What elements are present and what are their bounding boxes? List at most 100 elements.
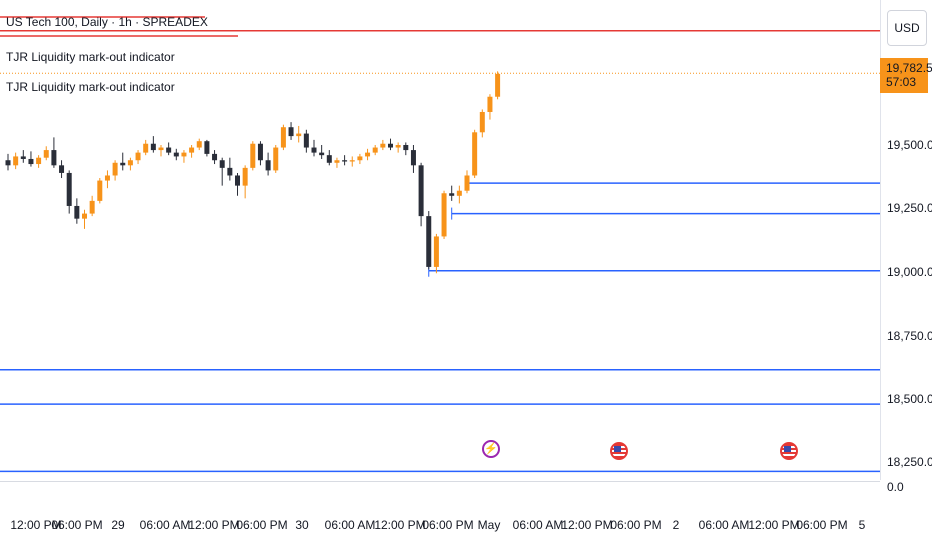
candle-up xyxy=(273,147,279,171)
candle-down xyxy=(418,165,424,217)
candle-down xyxy=(388,143,393,148)
price-tick-label: 18,750.0 xyxy=(887,329,932,343)
candle-up xyxy=(456,190,462,196)
candle-down xyxy=(5,160,11,166)
price-tick-label: 0.0 xyxy=(887,480,904,494)
candle-down xyxy=(227,167,233,176)
candle-up xyxy=(104,175,110,181)
candle-up xyxy=(334,160,340,163)
time-tick-label: 12:00 PM xyxy=(374,518,426,532)
last-price-tag: 19,782.5 57:03 xyxy=(880,58,932,93)
candle-down xyxy=(265,160,271,171)
time-tick-label: 06:00 AM xyxy=(139,518,191,532)
time-tick-label: 12:00 PM xyxy=(10,518,62,532)
us-flag-event-icon[interactable] xyxy=(780,442,798,460)
symbol-title[interactable]: US Tech 100, Daily · 1h · SPREADEX xyxy=(6,15,208,29)
candle-up xyxy=(372,147,378,153)
candle-down xyxy=(426,216,432,267)
time-tick-label: 12:00 PM xyxy=(561,518,613,532)
candle-down xyxy=(311,147,317,153)
time-tick-label: 29 xyxy=(111,518,125,532)
candle-up xyxy=(296,133,302,137)
time-tick-label: 12:00 PM xyxy=(748,518,800,532)
candle-down xyxy=(51,150,57,166)
candle-down xyxy=(219,160,225,168)
candle-down xyxy=(59,165,65,173)
candle-up xyxy=(242,167,248,186)
candle-down xyxy=(303,133,309,148)
us-flag-event-icon[interactable] xyxy=(610,442,628,460)
bar-countdown: 57:03 xyxy=(886,75,917,89)
price-tick-label: 19,500.0 xyxy=(887,138,932,152)
time-tick-label: 30 xyxy=(295,518,309,532)
candle-down xyxy=(449,193,455,196)
candle-up xyxy=(472,132,478,176)
candle-up xyxy=(158,147,164,151)
candle-up xyxy=(143,143,149,153)
candle-down xyxy=(319,152,325,156)
candle-down xyxy=(204,141,210,154)
candle-down xyxy=(403,145,409,151)
candle-down xyxy=(173,152,179,157)
chart-pane[interactable]: US Tech 100, Daily · 1h · SPREADEX TJR L… xyxy=(0,0,880,480)
candlestick-plot[interactable] xyxy=(0,0,880,480)
candle-up xyxy=(433,236,439,267)
candle-down xyxy=(28,158,34,165)
candle-up xyxy=(43,150,49,158)
time-tick-label: 06:00 PM xyxy=(236,518,288,532)
candle-down xyxy=(20,156,26,159)
currency-button[interactable]: USD xyxy=(887,10,927,46)
candle-up xyxy=(36,157,42,165)
candle-up xyxy=(13,156,19,166)
candle-down xyxy=(74,205,80,219)
candle-up xyxy=(280,127,286,148)
candle-down xyxy=(166,147,172,153)
candle-down xyxy=(150,143,156,151)
time-tick-label: 06:00 AM xyxy=(512,518,564,532)
candle-up xyxy=(250,143,256,168)
candle-down xyxy=(342,160,348,162)
candle-down xyxy=(212,153,218,161)
candle-up xyxy=(97,180,103,201)
candle-up xyxy=(82,213,87,219)
indicator-legend-2[interactable]: TJR Liquidity mark-out indicator xyxy=(6,80,175,94)
time-tick-label: 12:00 PM xyxy=(188,518,240,532)
candle-up xyxy=(464,175,470,191)
candle-up xyxy=(357,156,363,161)
time-axis[interactable]: 12:00 PM 06:00 PM 29 06:00 AM 12:00 PM 0… xyxy=(0,481,880,551)
time-tick-label: 06:00 PM xyxy=(422,518,474,532)
candle-up xyxy=(127,160,133,166)
candle-up xyxy=(380,143,386,148)
time-tick-label: 06:00 AM xyxy=(324,518,376,532)
candle-down xyxy=(326,155,332,163)
candle-down xyxy=(235,175,240,186)
indicator-legend-1[interactable]: TJR Liquidity mark-out indicator xyxy=(6,50,175,64)
candle-down xyxy=(288,127,294,137)
bolt-event-icon[interactable]: ⚡ xyxy=(482,440,500,458)
last-price-value: 19,782.5 xyxy=(886,61,932,75)
time-tick-label: 06:00 PM xyxy=(610,518,662,532)
candle-up xyxy=(441,193,447,237)
candle-up xyxy=(365,152,371,157)
candle-up xyxy=(479,111,485,133)
candle-up xyxy=(196,141,202,148)
time-tick-label: 2 xyxy=(672,518,680,532)
candle-up xyxy=(349,160,355,162)
candle-up xyxy=(89,200,95,214)
time-tick-label: May xyxy=(477,518,501,532)
time-tick-label: 06:00 PM xyxy=(51,518,103,532)
candle-up xyxy=(189,147,195,153)
candle-up xyxy=(112,162,118,176)
candle-up xyxy=(135,152,141,161)
price-tick-label: 18,250.0 xyxy=(887,455,932,469)
candle-up xyxy=(495,73,501,97)
candle-down xyxy=(66,172,72,206)
candle-up xyxy=(181,152,187,157)
candle-up xyxy=(395,145,401,148)
time-tick-label: 06:00 AM xyxy=(698,518,750,532)
candle-down xyxy=(120,162,126,166)
price-tick-label: 19,000.0 xyxy=(887,265,932,279)
time-tick-label: 5 xyxy=(858,518,866,532)
candle-up xyxy=(487,96,493,112)
price-tick-label: 18,500.0 xyxy=(887,392,932,406)
